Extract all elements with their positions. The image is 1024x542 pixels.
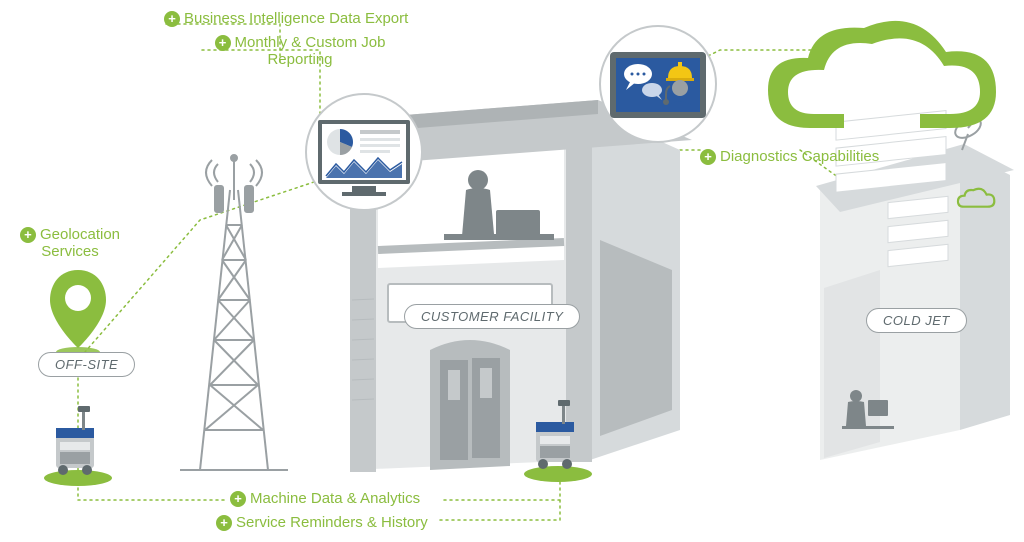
plus-icon: +	[230, 491, 246, 507]
machine-offsite	[52, 406, 98, 476]
pill-customer: CUSTOMER FACILITY	[404, 304, 580, 329]
analytics-callout	[306, 94, 422, 210]
support-callout	[600, 26, 716, 142]
label-geolocation: +Geolocation Services	[0, 226, 140, 260]
pill-offsite: OFF-SITE	[38, 352, 135, 377]
label-bi-export: +Business Intelligence Data Export	[164, 10, 408, 27]
plus-icon: +	[215, 35, 231, 51]
label-machine-data: +Machine Data & Analytics	[230, 490, 420, 507]
geo-pin-icon	[50, 270, 106, 357]
label-service-reminders: +Service Reminders & History	[216, 514, 428, 531]
cloud-icon	[768, 21, 996, 128]
pill-coldjet: COLD JET	[866, 308, 967, 333]
plus-icon: +	[216, 515, 232, 531]
cell-tower	[180, 155, 288, 470]
plus-icon: +	[20, 227, 36, 243]
machine-customer	[532, 400, 578, 470]
label-monthly: +Monthly & Custom Job Reporting	[190, 34, 410, 68]
diagram-svg	[0, 0, 1024, 542]
label-diagnostics: +Diagnostics Capabilities	[700, 148, 879, 165]
plus-icon: +	[164, 11, 180, 27]
plus-icon: +	[700, 149, 716, 165]
